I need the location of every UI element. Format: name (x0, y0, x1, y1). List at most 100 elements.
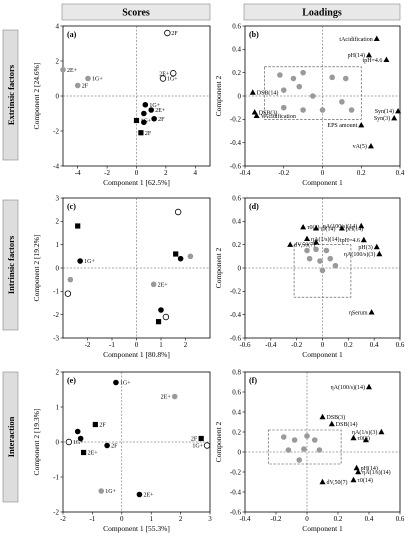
point-label: 2F (99, 423, 106, 429)
loading-marker (366, 51, 372, 58)
x-axis-label: Component 1 [80.8%] (103, 350, 170, 359)
point-label: pH(3) (358, 244, 372, 251)
score-marker-filled (136, 491, 143, 498)
x-tick-label: 0.6 (396, 515, 405, 523)
marker-gray (323, 247, 330, 254)
loading-marker (373, 35, 380, 42)
x-tick-label: -0.2 (270, 515, 282, 523)
score-marker-filled (151, 115, 157, 122)
point-label: 2E+ (158, 282, 169, 288)
x-tick-label: 2 (184, 341, 188, 349)
point-label: 2F (171, 31, 178, 37)
loading-marker (378, 428, 385, 435)
marker-gray (319, 107, 326, 113)
point-label: DSB(14) (336, 421, 358, 428)
marker-gray (291, 437, 298, 443)
y-tick-label: -0.6 (230, 162, 242, 170)
y-tick-label: 0.4 (232, 218, 241, 226)
x-tick-label: 0 (135, 341, 139, 349)
loading-marker (319, 413, 326, 420)
y-tick-label: 2 (56, 368, 60, 376)
point-label: ηA(1/s)(14) (362, 469, 390, 476)
point-label: DSB(14) (257, 90, 279, 97)
y-tick-label: -3 (53, 334, 59, 342)
point-label: τ0(3) (307, 224, 319, 231)
marker-gray (313, 246, 319, 253)
loading-marker (367, 142, 374, 149)
x-axis-label: Component 1 (302, 350, 343, 359)
point-label: 2E+ (161, 395, 172, 401)
y-tick-label: -0.4 (230, 311, 242, 319)
y-tick-label: -0.6 (230, 508, 242, 516)
loading-marker (395, 107, 402, 114)
y-tick-label: 0 (56, 92, 60, 100)
score-marker-open (159, 75, 167, 82)
x-tick-label: 2 (179, 515, 183, 523)
y-tick-label: -0.2 (230, 116, 242, 124)
point-label: 2E+ (159, 71, 170, 77)
marker-gray (304, 247, 310, 254)
marker-gray (74, 82, 81, 89)
x-tick-label: -0.2 (278, 169, 290, 177)
marker-gray (311, 437, 318, 443)
x-axis-label: Component 1 (302, 178, 343, 187)
point-label: 2F (82, 84, 89, 90)
zoom-box (264, 66, 362, 120)
marker-gray (327, 255, 334, 262)
point-label: 2F (145, 131, 152, 137)
point-label: 2E+ (155, 108, 166, 114)
marker-gray (280, 87, 287, 93)
y-tick-label: 0.8 (232, 368, 241, 376)
x-tick-label: 0.2 (334, 515, 343, 523)
y-tick-label: 0 (56, 264, 60, 272)
point-label: tpH=4.6 (363, 58, 383, 64)
loading-marker (358, 121, 365, 128)
marker-gray (277, 72, 283, 78)
y-axis-label: Component 2 [19.3%] (32, 409, 41, 476)
y-tick-label: 0.6 (232, 388, 241, 396)
loading-marker (338, 225, 345, 231)
loading-marker (304, 235, 310, 242)
score-marker-filled (113, 379, 119, 386)
score-marker-open (203, 442, 211, 449)
loading-marker (391, 114, 398, 121)
score-marker-square (173, 251, 179, 257)
x-tick-label: -1 (89, 515, 95, 523)
y-axis-label: Component 2 [19.2%] (32, 235, 41, 302)
marker-gray (310, 93, 316, 99)
x-tick-label: 0.2 (357, 169, 366, 177)
panel-b: -0.4 -0.2 0 0.2 0.4-0.6-0.4-0.200.20.40.6Com… (214, 22, 405, 187)
loading-marker (300, 223, 307, 230)
y-tick-label: -2 (53, 127, 59, 135)
score-marker-filled (104, 442, 110, 449)
y-tick-label: 0.4 (232, 46, 241, 54)
point-label: ηA(100/s)(3) (344, 251, 375, 258)
marker-gray (300, 107, 306, 113)
score-marker-filled (142, 101, 149, 108)
point-label: 1G+ (92, 77, 103, 83)
loading-marker (383, 56, 390, 63)
score-marker-square (138, 130, 144, 136)
point-label: DSB(3) (327, 414, 346, 421)
score-marker-open (162, 313, 170, 321)
x-tick-label: 1 (159, 341, 163, 349)
loading-marker (358, 222, 365, 229)
marker-gray (150, 281, 157, 288)
point-label: tpH=4.6 (340, 238, 360, 244)
point-label: 1G+ (73, 440, 84, 446)
x-axis-label: Component 1 [55.3%] (103, 524, 170, 533)
zoom-box (267, 429, 342, 465)
x-tick-label: 0 (120, 515, 124, 523)
point-label: 2F (158, 117, 165, 123)
score-marker-square (92, 421, 98, 428)
x-tick-label: 0.2 (344, 341, 353, 349)
loading-marker (253, 112, 260, 119)
y-tick-label: -4 (53, 162, 59, 170)
loading-marker (362, 436, 369, 443)
scores-header-box (61, 3, 211, 21)
y-tick-label: -0.2 (230, 468, 242, 476)
y-tick-label: -1 (53, 288, 59, 296)
row-label-interaction: Interaction (2, 371, 19, 503)
marker-gray (342, 75, 349, 82)
